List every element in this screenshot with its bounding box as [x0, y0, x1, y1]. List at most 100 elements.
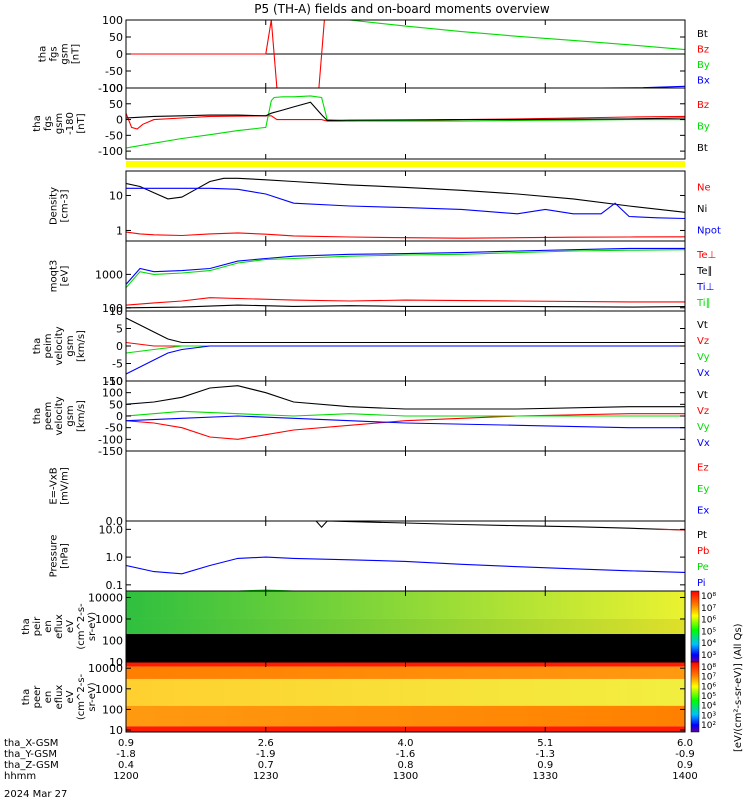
series-line-pt — [315, 520, 686, 531]
panel-frame — [125, 450, 686, 522]
y-axis-label: [nPa] — [60, 543, 71, 569]
time-tick-label: -1.6 — [396, 749, 416, 760]
y-tick-label: 0 — [116, 48, 123, 61]
y-axis-label: tha — [38, 46, 49, 62]
y-tick-label: 0.1 — [106, 579, 124, 592]
legend-entry-ex: Ex — [697, 505, 709, 516]
y-tick-label: 10 — [109, 189, 123, 202]
legend-entry-te: Te∥ — [696, 266, 713, 277]
y-tick-label: 0 — [116, 114, 123, 127]
y-axis-label: velocity — [54, 326, 65, 365]
y-axis-label: [mV/m] — [60, 467, 71, 505]
legend-entry-ti: Ti⊥ — [696, 282, 714, 293]
y-axis-label: gsm — [65, 405, 76, 426]
time-tick-label: -1.3 — [535, 749, 555, 760]
colorbar-unit-label: [eV/(cm²-s-sr-eV)] (All Qs) — [733, 623, 744, 752]
y-axis-label: en — [43, 691, 54, 704]
y-axis-label: (cm^2-s- — [76, 603, 87, 650]
y-tick-label: -5 — [112, 358, 123, 371]
y-tick-label: 100 — [102, 634, 123, 647]
time-tick-label: 1200 — [113, 771, 138, 782]
series-line-bz — [125, 112, 686, 130]
y-axis-label: en — [43, 620, 54, 633]
y-tick-label: 1000 — [95, 268, 123, 281]
legend-entry-bz: Bz — [697, 100, 709, 111]
series-line-vt — [125, 385, 685, 410]
y-axis-label: tha — [21, 689, 32, 705]
y-tick-label: 150 — [102, 375, 123, 388]
y-axis-label: (cm^2-s- — [76, 673, 87, 720]
legend-entry-bt: Bt — [697, 143, 708, 154]
y-axis-label: eV — [65, 620, 76, 633]
y-axis-label: eflux — [54, 685, 65, 710]
time-tick-label: 1400 — [672, 771, 697, 782]
legend-entry-pi: Pi — [697, 578, 706, 589]
time-tick-label: 0.9 — [677, 760, 693, 771]
legend-entry-npot: Npot — [697, 225, 721, 236]
y-axis-label: tha — [32, 408, 43, 424]
time-tick-label: 0.9 — [118, 738, 134, 749]
time-tick-label: 0.8 — [398, 760, 414, 771]
y-tick-label: 1 — [116, 224, 123, 237]
colorbar-tick-label: 10⁸ — [701, 663, 716, 673]
colorbar-tick-label: 10⁸ — [701, 592, 716, 602]
y-axis-label: [km/s] — [76, 400, 87, 432]
time-tick-label: 1330 — [533, 771, 558, 782]
y-tick-label: 50 — [109, 31, 123, 44]
y-axis-label: [nT] — [76, 113, 87, 133]
legend-entry-bz: Bz — [697, 44, 709, 55]
y-axis-label: sr-eV) — [87, 612, 98, 641]
y-tick-label: -100 — [98, 433, 123, 446]
legend-entry-bt: Bt — [697, 29, 708, 40]
legend-entry-te: Te⊥ — [696, 250, 716, 261]
series-line-ti — [125, 249, 686, 289]
spectrogram-band — [126, 678, 685, 706]
time-row-label: tha_X-GSM — [4, 738, 58, 749]
y-tick-label: 50 — [109, 398, 123, 411]
legend-entry-by: By — [697, 60, 710, 71]
y-axis-label: eV — [65, 690, 76, 703]
legend: Ez Ey Ex — [697, 463, 709, 517]
colorbar-tick-label: 10⁶ — [701, 616, 716, 626]
y-tick-label: 10 — [109, 656, 123, 669]
time-tick-label: 5.1 — [537, 738, 553, 749]
colorbar-tick-label: 10⁵ — [701, 627, 716, 637]
y-tick-label: 0 — [116, 410, 123, 423]
panel-frame — [125, 520, 686, 592]
time-tick-label: -1.8 — [116, 749, 136, 760]
legend: Te⊥ Te∥ Ti⊥ Ti∥ — [696, 250, 716, 309]
y-tick-label: -50 — [105, 65, 123, 78]
legend-entry-vz: Vz — [697, 336, 709, 347]
colorbar-tick-label: 10³ — [701, 651, 716, 661]
legend-entry-vx: Vx — [697, 368, 710, 379]
series-line-pi — [125, 556, 686, 575]
legend: Vt Vz Vy Vx — [697, 390, 710, 449]
y-axis-label: fgs — [43, 116, 54, 131]
y-axis-label: Density — [49, 187, 60, 225]
panel-pressure: Pt Pb Pe Pi 10.0 1.0 0.1 Pressure [nPa] — [49, 520, 709, 592]
y-tick-label: -100 — [98, 145, 123, 158]
y-axis-label: tha — [32, 115, 43, 131]
y-axis-label: [km/s] — [76, 330, 87, 362]
panel-peim-velocity: Vt Vz Vy Vx 10 5 0 -5 -10 tha peim velocity gsm [km/s… — [32, 305, 710, 388]
series-line-by — [349, 19, 686, 51]
y-tick-label: 100 — [102, 703, 123, 716]
y-tick-label: -100 — [98, 82, 123, 95]
y-tick-label: -50 — [105, 422, 123, 435]
y-tick-label: 10 — [109, 724, 123, 737]
y-axis-label: [cm-3] — [60, 189, 71, 222]
series-line-ti — [125, 247, 685, 285]
colorbar-tick-label: 10⁶ — [701, 682, 716, 692]
y-axis-label: eflux — [54, 614, 65, 639]
y-tick-label: 1000 — [95, 613, 123, 626]
y-tick-label: 0.0 — [106, 515, 124, 528]
series-line-vx — [125, 415, 685, 429]
legend: Pt Pb Pe Pi — [697, 530, 709, 589]
series-line-npot — [126, 187, 686, 220]
colorbar-tick-label: 10⁴ — [701, 639, 716, 649]
time-tick-label: 4.0 — [398, 738, 414, 749]
legend-entry-vz: Vz — [697, 406, 709, 417]
